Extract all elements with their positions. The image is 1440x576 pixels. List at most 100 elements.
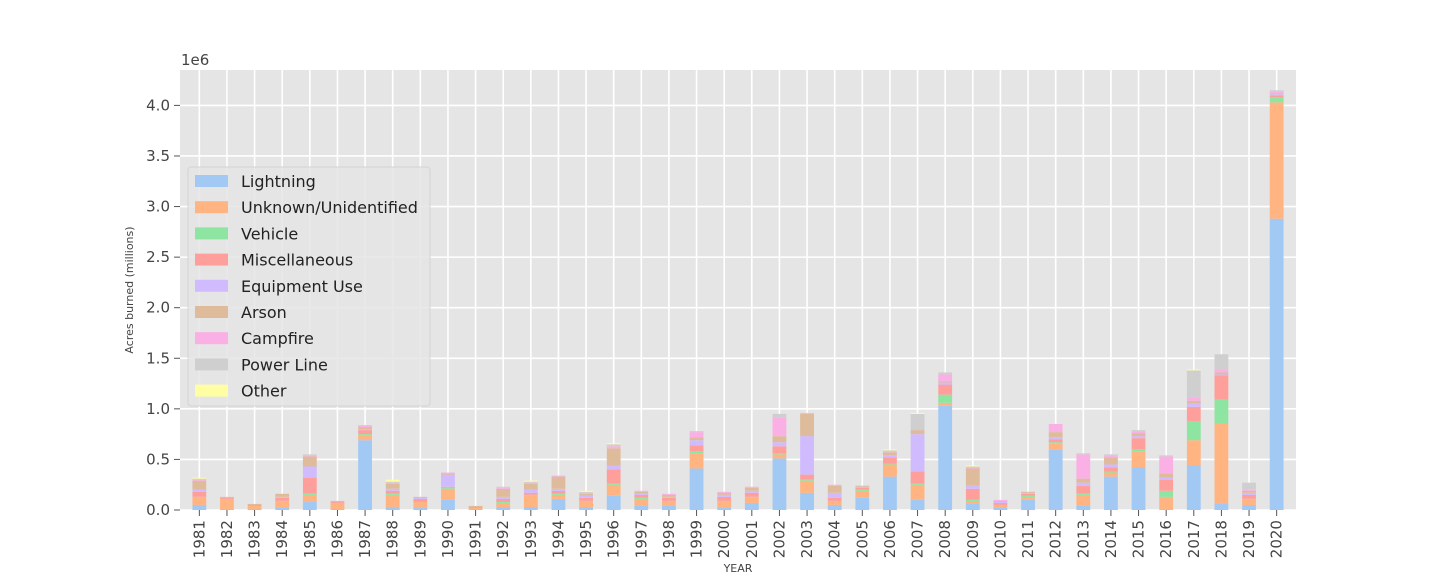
bar-segment — [772, 417, 787, 437]
bar-segment — [496, 496, 511, 499]
bar-segment — [441, 486, 455, 488]
x-tick-label: 1992 — [494, 520, 512, 558]
bar-segment — [827, 484, 842, 486]
bar-segment — [1269, 94, 1284, 96]
bar-segment — [302, 466, 317, 478]
bar-segment — [717, 491, 732, 493]
bar-segment — [606, 469, 621, 484]
bar-segment — [1021, 495, 1035, 497]
bar-segment — [385, 481, 400, 483]
legend-swatch — [195, 384, 228, 397]
bar-segment — [800, 480, 814, 493]
legend-swatch — [195, 227, 228, 240]
bar-segment — [938, 384, 953, 395]
x-tick-label: 1981 — [190, 520, 208, 558]
bar-segment — [1269, 95, 1284, 98]
bar-segment — [744, 486, 759, 488]
bar-segment — [965, 468, 980, 486]
bar-segment — [662, 505, 676, 510]
x-tick-label: 1986 — [328, 520, 346, 558]
bar-segment — [1048, 432, 1063, 438]
bar-segment — [1021, 496, 1035, 500]
bar-segment — [192, 479, 207, 481]
bar-segment — [965, 500, 980, 504]
bar-segment — [330, 501, 345, 503]
bar-segment — [993, 500, 1008, 502]
bar-segment — [744, 490, 759, 493]
bar-segment — [441, 499, 455, 510]
bar-segment — [1269, 90, 1284, 92]
bar-segment — [993, 507, 1008, 510]
bar-segment — [855, 489, 870, 491]
bar-segment — [1214, 399, 1229, 424]
legend-swatch — [195, 175, 228, 187]
bar-segment — [275, 500, 290, 508]
bar-segment — [772, 413, 787, 418]
bar-segment — [579, 506, 593, 510]
bar-segment — [938, 374, 953, 382]
bar-segment — [827, 500, 842, 502]
bar-segment — [1242, 482, 1256, 490]
x-tick-label: 2015 — [1130, 520, 1148, 558]
y-tick-label: 1.5 — [146, 349, 170, 367]
legend-label: Equipment Use — [241, 277, 363, 296]
bar-segment — [247, 504, 262, 506]
bar-segment — [496, 498, 511, 502]
bars — [192, 90, 1284, 511]
bar-segment — [800, 436, 814, 475]
bar-segment — [1048, 449, 1063, 510]
bar-segment — [441, 474, 455, 487]
x-tick-label: 1983 — [246, 520, 264, 558]
bar-segment — [302, 493, 317, 495]
bar-segment — [1269, 102, 1284, 219]
bar-segment — [1076, 478, 1091, 483]
x-tick-label: 1995 — [577, 520, 595, 558]
bar-segment — [993, 502, 1008, 505]
bar-segment — [910, 434, 925, 472]
bar-segment — [1242, 504, 1256, 510]
legend-label: Other — [241, 382, 287, 401]
bar-segment — [910, 484, 925, 500]
bar-segment — [358, 425, 372, 427]
bar-segment — [993, 504, 1008, 506]
bar-segment — [689, 445, 704, 452]
bar-segment — [192, 480, 207, 490]
bar-segment — [468, 507, 483, 509]
bar-segment — [1242, 494, 1256, 499]
bar-segment — [689, 432, 704, 438]
y-axis: 0.0 0.5 1.0 1.5 2.0 2.5 3.0 3.5 4.0 — [146, 96, 180, 519]
bar-segment — [662, 501, 676, 506]
bar-segment — [247, 508, 262, 510]
bar-segment — [606, 495, 621, 510]
y-tick-label: 3.5 — [146, 147, 170, 165]
bar-segment — [772, 446, 787, 454]
bar-segment — [496, 488, 511, 497]
x-tick-label: 1985 — [301, 520, 319, 558]
bar-segment — [689, 437, 704, 441]
bar-segment — [1048, 437, 1063, 440]
bar-segment — [717, 496, 732, 501]
bar-segment — [330, 502, 345, 509]
x-tick-label: 1993 — [522, 520, 540, 558]
bar-segment — [606, 465, 621, 470]
bar-segment — [385, 494, 400, 507]
bar-segment — [744, 496, 759, 498]
legend-label: Unknown/Unidentified — [241, 198, 418, 217]
x-tick-label: 1998 — [660, 520, 678, 558]
bar-segment — [1186, 397, 1201, 401]
bar-segment — [965, 467, 980, 469]
bar-segment — [358, 430, 372, 435]
bar-segment — [358, 440, 372, 510]
bar-segment — [1159, 456, 1174, 474]
bar-segment — [192, 491, 207, 497]
x-tick-label: 1991 — [467, 520, 485, 558]
bar-segment — [1131, 431, 1146, 434]
bar-segment — [523, 506, 538, 510]
bar-segment — [441, 487, 455, 489]
bar-segment — [606, 448, 621, 466]
x-tick-label: 2009 — [964, 520, 982, 558]
bar-segment — [358, 427, 372, 430]
bar-segment — [1242, 490, 1256, 493]
bar-segment — [910, 471, 925, 484]
y-tick-label: 3.0 — [146, 198, 170, 216]
